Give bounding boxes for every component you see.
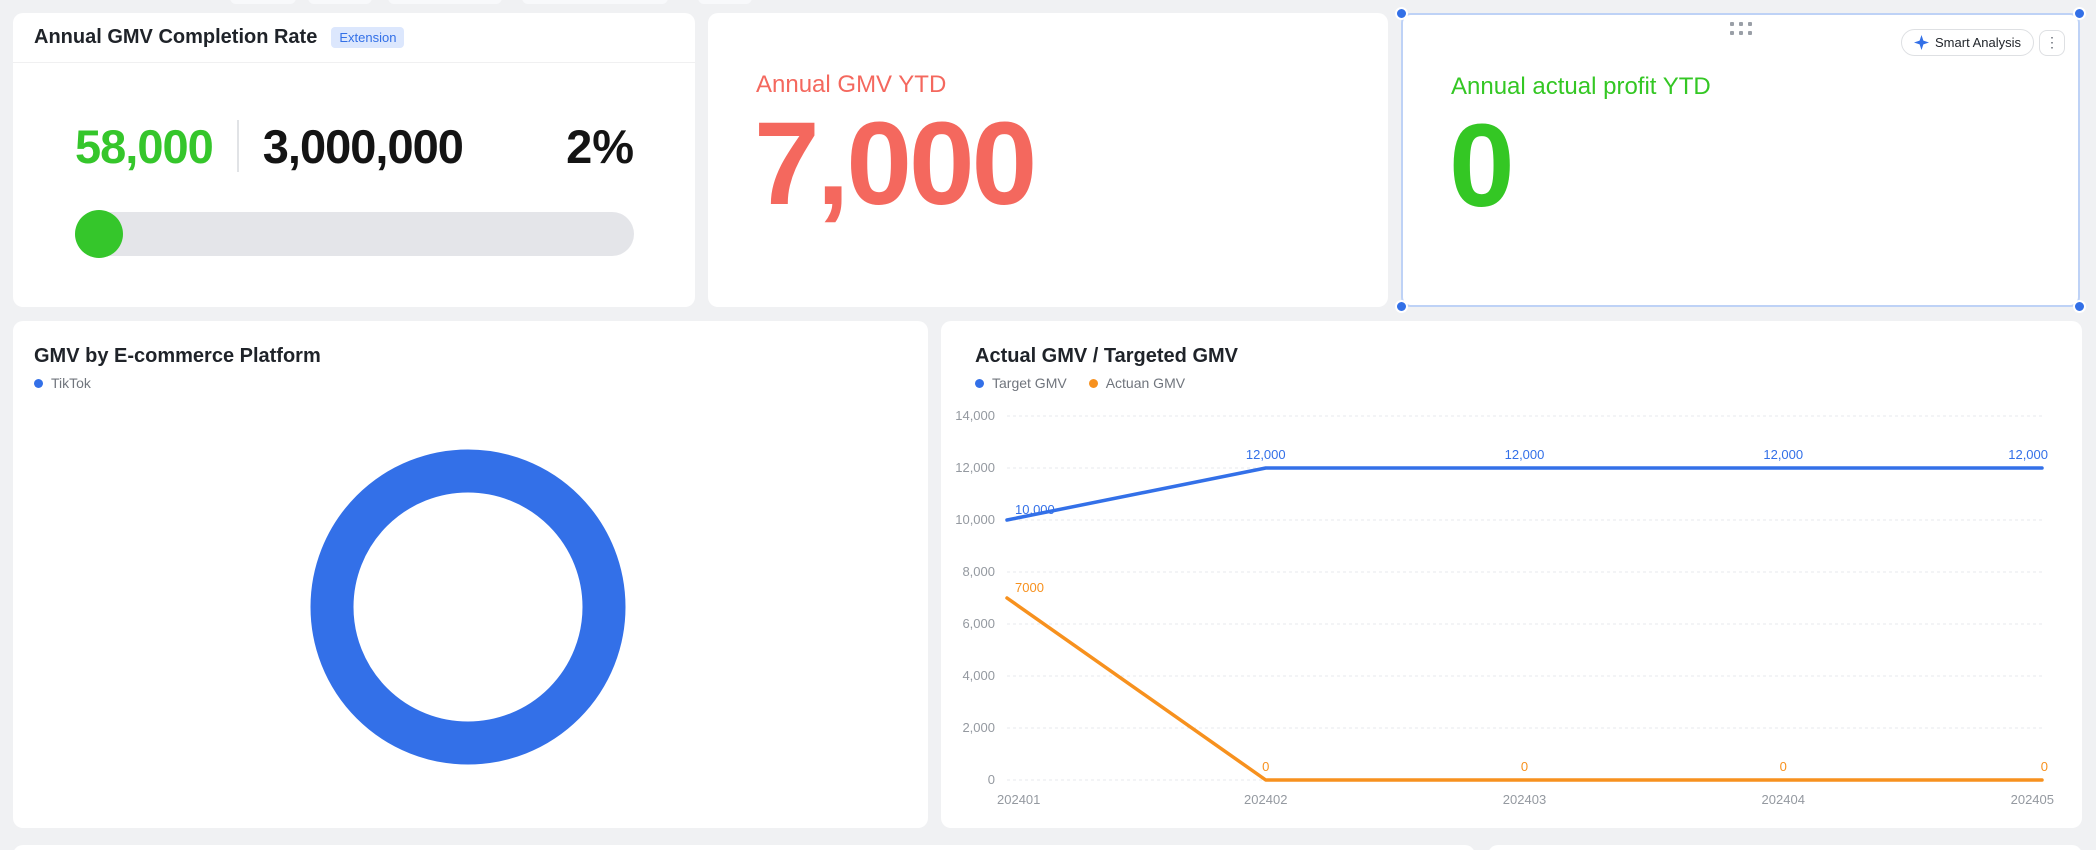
cutoff-tab bbox=[698, 0, 752, 4]
svg-text:7000: 7000 bbox=[1015, 580, 1044, 595]
legend-item-actuan-gmv[interactable]: Actuan GMV bbox=[1088, 375, 1186, 391]
svg-text:2,000: 2,000 bbox=[962, 720, 995, 735]
svg-text:0: 0 bbox=[2041, 759, 2048, 774]
compare-legend: Target GMV Actuan GMV bbox=[975, 375, 1185, 391]
completion-percent: 2% bbox=[566, 119, 634, 173]
gmv-compare-card[interactable]: Actual GMV / Targeted GMV Target GMV Act… bbox=[941, 321, 2082, 828]
drag-handle-icon[interactable] bbox=[1729, 22, 1752, 35]
completion-card-title: Annual GMV Completion Rate bbox=[34, 26, 318, 48]
svg-text:6,000: 6,000 bbox=[962, 616, 995, 631]
svg-text:4,000: 4,000 bbox=[962, 668, 995, 683]
cutoff-tab bbox=[522, 0, 668, 4]
extension-badge: Extension bbox=[331, 27, 405, 48]
legend-dot bbox=[1088, 378, 1098, 388]
card-toolbar: Smart Analysis ⋮ bbox=[1901, 29, 2065, 56]
target-gmv-value: 3,000,000 bbox=[262, 119, 464, 173]
profit-ytd-title: Annual actual profit YTD bbox=[1451, 73, 1711, 100]
cutoff-tab bbox=[388, 0, 502, 4]
svg-text:202403: 202403 bbox=[1503, 792, 1546, 807]
legend-dot bbox=[975, 378, 984, 388]
profit-ytd-value: 0 bbox=[1449, 100, 1515, 232]
selection-handle-bottom-right[interactable] bbox=[2073, 300, 2086, 313]
more-icon: ⋮ bbox=[2045, 34, 2059, 50]
donut-chart[interactable] bbox=[13, 321, 928, 828]
cutoff-tab bbox=[230, 0, 296, 4]
svg-text:12,000: 12,000 bbox=[1246, 447, 1286, 462]
svg-text:12,000: 12,000 bbox=[1505, 447, 1545, 462]
legend-item-target-gmv[interactable]: Target GMV bbox=[975, 375, 1067, 391]
actual-gmv-value: 58,000 bbox=[75, 119, 214, 173]
svg-text:202401: 202401 bbox=[997, 792, 1040, 807]
smart-analysis-button[interactable]: Smart Analysis bbox=[1901, 29, 2034, 56]
completion-progress-knob bbox=[75, 210, 123, 258]
selection-handle-bottom-left[interactable] bbox=[1395, 300, 1408, 313]
svg-text:8,000: 8,000 bbox=[962, 564, 995, 579]
line-chart[interactable]: 0 2,000 4,000 6,000 8,000 10,000 12,000 14,000 2… bbox=[941, 321, 2082, 828]
svg-text:12,000: 12,000 bbox=[2008, 447, 2048, 462]
svg-text:0: 0 bbox=[988, 772, 995, 787]
gmv-ytd-value: 7,000 bbox=[754, 98, 1037, 230]
partial-card[interactable] bbox=[13, 845, 1475, 850]
svg-text:202405: 202405 bbox=[2011, 792, 2054, 807]
selection-handle-top-right[interactable] bbox=[2073, 7, 2086, 20]
profit-ytd-card[interactable]: Smart Analysis ⋮ Annual actual profit YT… bbox=[1395, 7, 2086, 313]
partial-card[interactable] bbox=[1488, 845, 2082, 850]
gmv-ytd-card[interactable]: Annual GMV YTD 7,000 bbox=[708, 13, 1388, 307]
legend-dot bbox=[34, 378, 43, 388]
completion-card-header: Annual GMV Completion Rate Extension bbox=[13, 13, 695, 63]
donut-ring bbox=[310, 449, 626, 765]
sparkle-icon bbox=[1914, 35, 1930, 50]
gmv-ytd-title: Annual GMV YTD bbox=[756, 71, 947, 98]
svg-text:202402: 202402 bbox=[1244, 792, 1287, 807]
kpi-divider bbox=[236, 120, 239, 172]
legend-label: Actuan GMV bbox=[1105, 375, 1186, 391]
platform-legend: TikTok bbox=[34, 375, 91, 391]
svg-text:12,000: 12,000 bbox=[1763, 447, 1803, 462]
svg-text:10,000: 10,000 bbox=[1015, 502, 1055, 517]
platform-donut-card[interactable]: GMV by E-commerce Platform TikTok bbox=[13, 321, 928, 828]
svg-text:10,000: 10,000 bbox=[955, 512, 995, 527]
svg-text:202404: 202404 bbox=[1762, 792, 1805, 807]
legend-label: Target GMV bbox=[992, 375, 1067, 391]
platform-card-title: GMV by E-commerce Platform bbox=[34, 345, 321, 367]
svg-text:12,000: 12,000 bbox=[955, 460, 995, 475]
completion-kpi-row: 58,000 3,000,000 2% bbox=[75, 115, 634, 177]
legend-label: TikTok bbox=[51, 375, 91, 391]
more-options-button[interactable]: ⋮ bbox=[2039, 29, 2065, 56]
svg-text:0: 0 bbox=[1262, 759, 1269, 774]
selection-handle-top-left[interactable] bbox=[1395, 7, 1408, 20]
svg-text:0: 0 bbox=[1521, 759, 1528, 774]
smart-analysis-label: Smart Analysis bbox=[1935, 35, 2021, 50]
completion-rate-card[interactable]: Annual GMV Completion Rate Extension 58,… bbox=[13, 13, 695, 307]
cutoff-tab bbox=[308, 0, 372, 4]
compare-card-title: Actual GMV / Targeted GMV bbox=[975, 345, 1238, 367]
svg-text:0: 0 bbox=[1780, 759, 1787, 774]
legend-item-tiktok[interactable]: TikTok bbox=[34, 375, 91, 391]
completion-progress-track bbox=[75, 210, 634, 258]
svg-text:14,000: 14,000 bbox=[955, 408, 995, 423]
